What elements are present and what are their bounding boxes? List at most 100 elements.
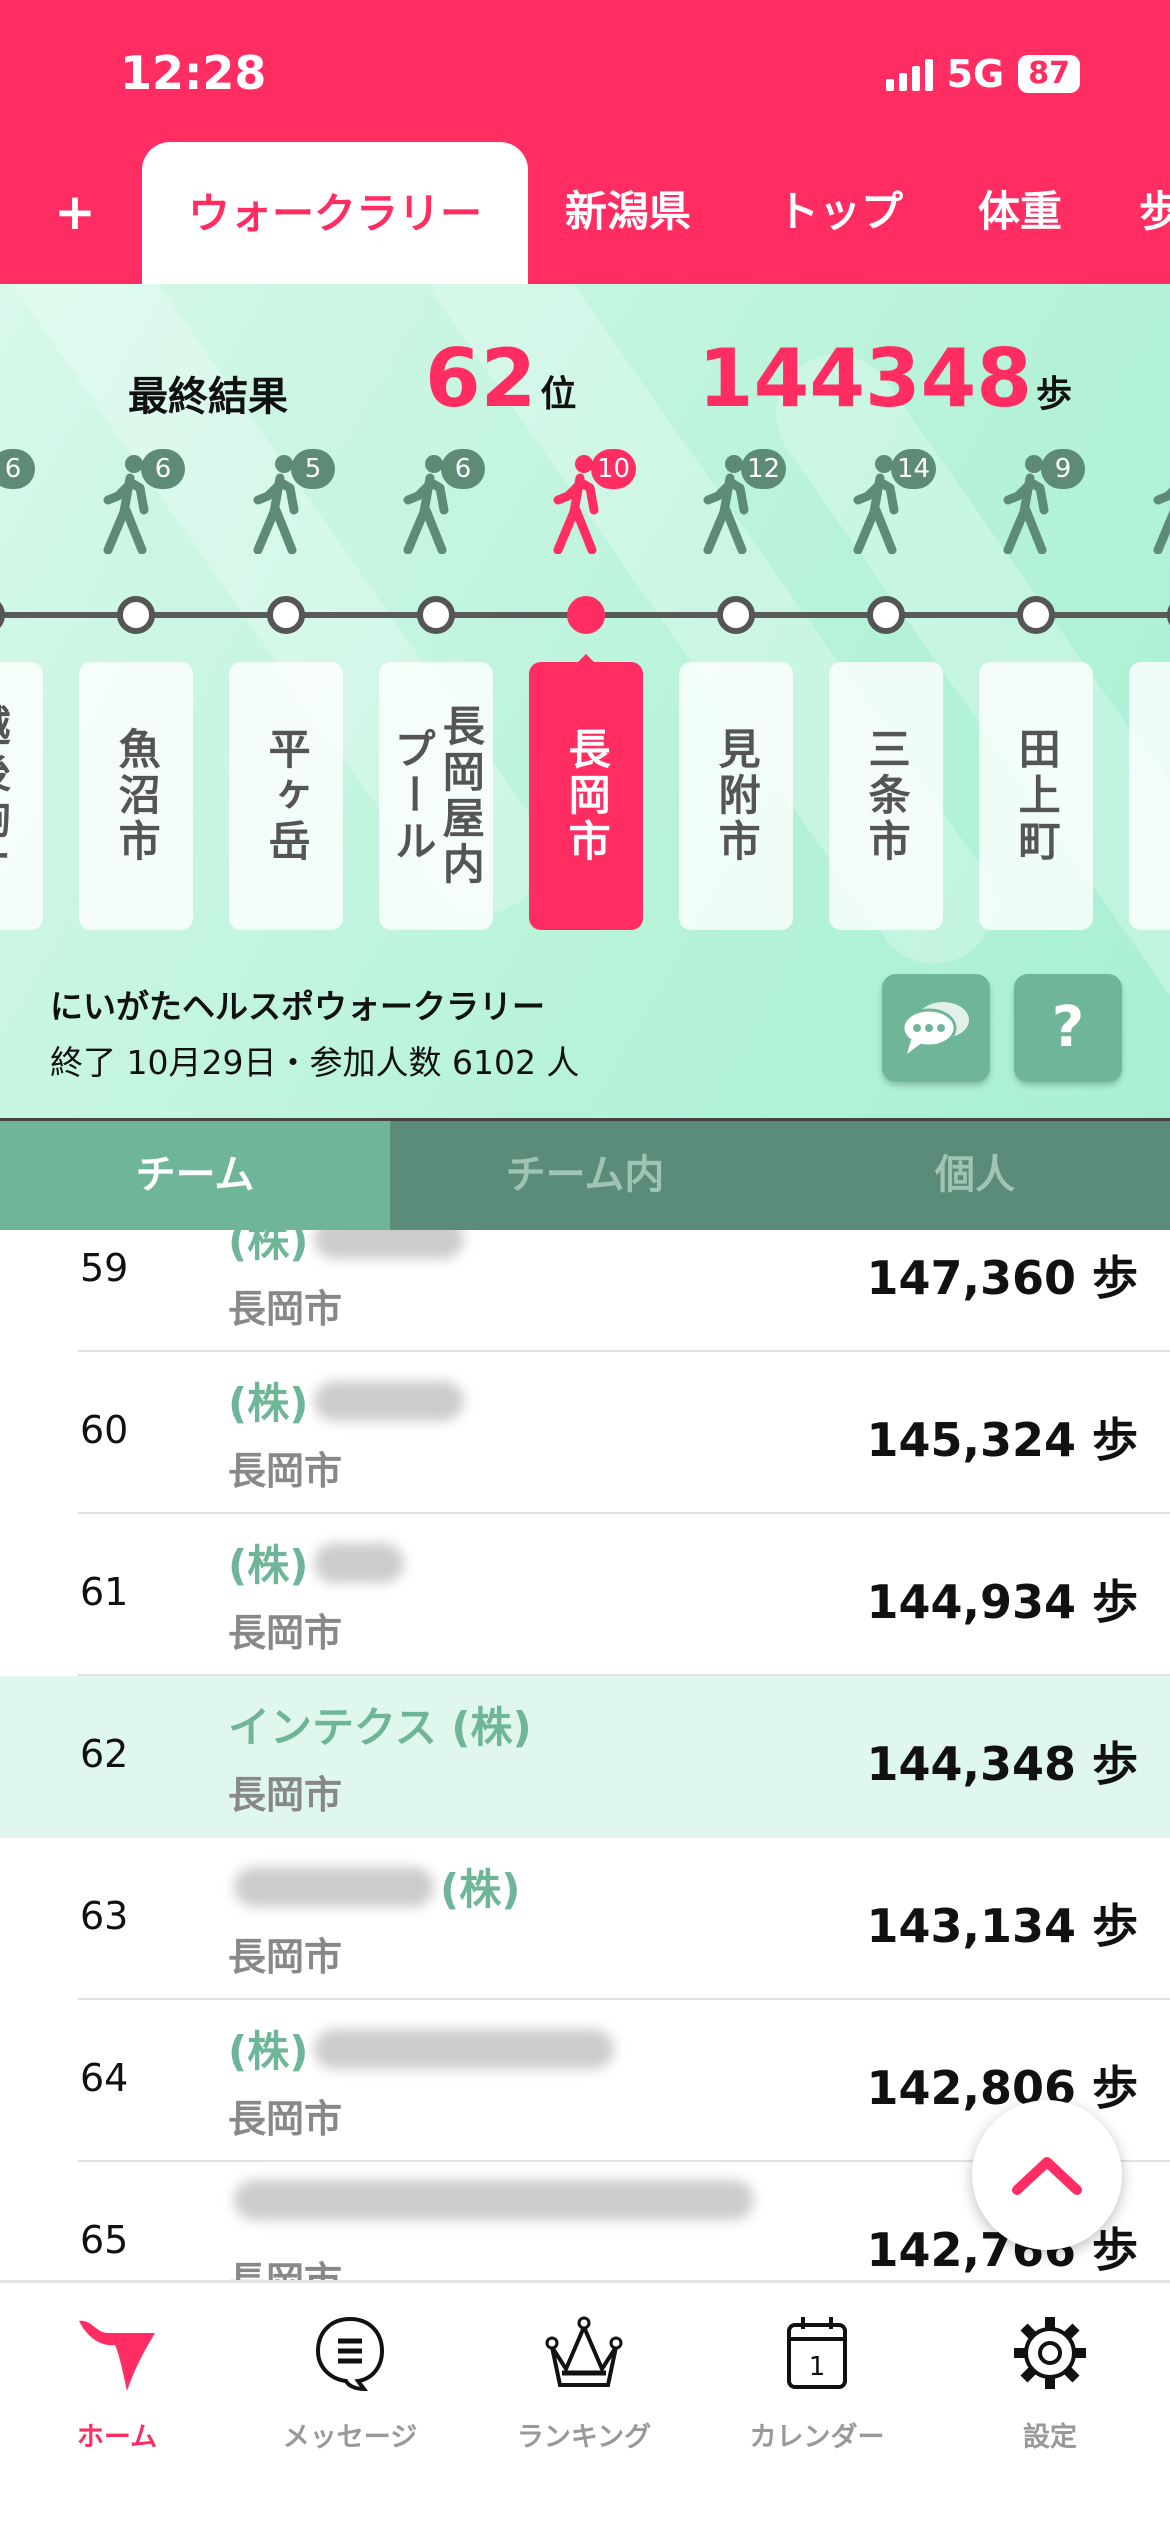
network-label: 5G <box>946 52 1005 96</box>
nav-ranking[interactable]: ランキング <box>484 2313 684 2454</box>
team-steps: 144,348 歩 <box>866 1737 1138 1791</box>
walker-icon <box>703 455 749 554</box>
chat-icon <box>901 1002 969 1054</box>
stop-name-card: 平ヶ岳 <box>229 662 343 930</box>
stop-count-badge: 6 <box>0 449 35 489</box>
walker-icon <box>553 455 599 554</box>
walker-icon <box>1153 487 1170 554</box>
segment-individual[interactable]: 個人 <box>935 1152 1015 1198</box>
rank-number: 63 <box>80 1894 129 1938</box>
stop-count-badge: 9 <box>1041 449 1085 489</box>
stop-count-badge: 6 <box>441 449 485 489</box>
tab-weight[interactable]: 体重 <box>977 187 1062 236</box>
table-row[interactable]: 59 (株) 長岡市 147,360 歩 <box>0 1230 1170 1352</box>
table-row[interactable]: 61 (株) 長岡市 144,934 歩 <box>0 1514 1170 1676</box>
top-tabs: + ウォークラリー 新潟県 トップ 体重 歩 <box>0 140 1170 284</box>
redacted-text <box>314 1230 465 1259</box>
stop-name-card: 三条市 <box>829 662 943 930</box>
stop-count-badge: 5 <box>291 449 335 489</box>
team-steps: 143,134 歩 <box>866 1899 1138 1953</box>
team-city: 長岡市 <box>228 1935 343 1979</box>
segment-in-team[interactable]: チーム内 <box>505 1152 665 1198</box>
add-tab-button[interactable]: + <box>54 183 96 241</box>
team-city: 長岡市 <box>228 2250 342 2280</box>
row-divider <box>78 1674 1170 1676</box>
redacted-text <box>314 1542 405 1583</box>
stop-dot <box>567 596 605 634</box>
team-city: 長岡市 <box>228 2097 343 2141</box>
team-name <box>228 2180 760 2220</box>
team-name: (株) <box>228 1370 470 1431</box>
redacted-text <box>314 2028 615 2069</box>
walker-icon <box>403 455 449 554</box>
row-divider <box>78 1512 1170 1514</box>
stop-name-card: 長岡市 <box>529 654 643 930</box>
walker-icon <box>103 455 149 554</box>
nav-home[interactable]: ホーム <box>17 2313 217 2454</box>
rank-number: 60 <box>80 1408 129 1452</box>
tab-niigata[interactable]: 新潟県 <box>564 187 691 236</box>
table-row[interactable]: 62 インテクス (株) 長岡市 144,348 歩 <box>0 1676 1170 1838</box>
team-steps: 144,934 歩 <box>866 1575 1138 1629</box>
rank-value: 62 位 <box>425 332 577 425</box>
stop-name-card: 田上町 <box>979 662 1093 930</box>
stop-count-badge: 12 <box>741 449 787 489</box>
row-divider <box>78 2160 1170 2162</box>
nav-settings[interactable]: 設定 <box>950 2313 1150 2454</box>
walker-icon <box>1003 455 1049 554</box>
rally-hero: 最終結果 62 位 144348 歩 6 越後駒ケ 6 魚沼市 5 平ヶ岳 6 長岡屋内 プール 10… <box>0 284 1170 1118</box>
event-title: にいがたヘルスポウォークラリー <box>50 987 545 1026</box>
table-row[interactable]: 63 (株) 長岡市 143,134 歩 <box>0 1838 1170 2000</box>
team-city: 長岡市 <box>228 1449 343 1493</box>
ranking-list: 59 (株) 長岡市 147,360 歩 60 (株) 長岡市 145,324 … <box>0 1230 1170 2280</box>
bottom-nav: ホーム メッセージ ランキング 1 カレンダー 設定 <box>0 2280 1170 2532</box>
stop-dot <box>717 596 755 634</box>
message-icon <box>315 2316 385 2392</box>
team-name: (株) <box>228 2018 620 2079</box>
walker-icon <box>253 455 299 554</box>
chevron-up-icon <box>1012 2157 1082 2195</box>
rank-number: 61 <box>80 1570 129 1614</box>
crown-icon <box>545 2316 623 2387</box>
chat-button[interactable] <box>882 974 990 1082</box>
rank-number: 62 <box>80 1732 129 1776</box>
scroll-top-button[interactable] <box>972 2100 1122 2250</box>
team-name: インテクス (株) <box>228 1703 532 1752</box>
redacted-text <box>234 1866 434 1907</box>
team-steps: 147,360 歩 <box>866 1251 1138 1305</box>
tab-walk-rally[interactable]: ウォークラリー <box>142 142 528 284</box>
signal-icon <box>885 57 933 91</box>
table-row[interactable]: 64 (株) 長岡市 142,806 歩 <box>0 2000 1170 2162</box>
question-icon: ? <box>1051 995 1085 1060</box>
nav-calendar[interactable]: 1 カレンダー <box>717 2313 917 2454</box>
event-subtitle: 終了 10月29日・参加人数 6102 人 <box>50 1043 580 1082</box>
walker-icon <box>853 455 899 554</box>
stop-name-card: 長岡屋内 プール <box>379 662 493 930</box>
redacted-text <box>234 2180 754 2220</box>
result-label: 最終結果 <box>128 374 288 420</box>
team-city: 長岡市 <box>228 1611 343 1655</box>
stop-name-card: 見附市 <box>679 662 793 930</box>
stop-count-badge: 6 <box>141 449 185 489</box>
rank-number: 59 <box>80 1246 129 1290</box>
row-divider <box>78 1350 1170 1352</box>
rank-number: 65 <box>80 2218 129 2262</box>
team-city: 長岡市 <box>228 1287 343 1331</box>
table-row[interactable]: 60 (株) 長岡市 145,324 歩 <box>0 1352 1170 1514</box>
help-button[interactable]: ? <box>1014 974 1122 1082</box>
stop-count-badge: 14 <box>891 449 937 489</box>
stop-name-card: にいがた <box>1129 662 1170 930</box>
stop-dot <box>0 596 5 634</box>
stop-dot <box>1017 596 1055 634</box>
calendar-icon: 1 <box>787 2317 847 2389</box>
team-name: (株) <box>228 1532 410 1593</box>
gear-icon <box>1014 2317 1086 2389</box>
tab-steps[interactable]: 歩 <box>1138 187 1170 236</box>
rank-number: 64 <box>80 2056 129 2100</box>
nav-messages[interactable]: メッセージ <box>250 2313 450 2454</box>
segment-team[interactable]: チーム <box>0 1121 390 1230</box>
stop-name-card: 越後駒ケ <box>0 662 43 930</box>
stop-dot <box>867 596 905 634</box>
tab-top[interactable]: トップ <box>776 187 903 236</box>
clock: 12:28 <box>120 46 267 100</box>
